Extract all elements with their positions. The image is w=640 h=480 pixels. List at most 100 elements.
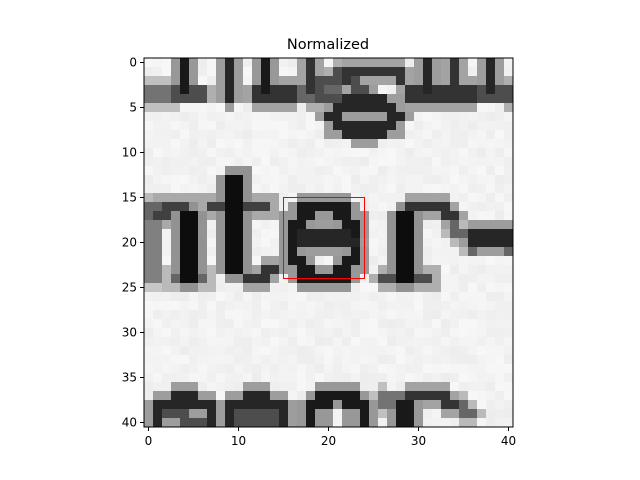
heatmap-cell [243,382,253,392]
heatmap-cell [495,193,505,203]
heatmap-cell [468,157,478,167]
heatmap-cell [315,148,325,158]
heatmap-cell [270,229,280,239]
heatmap-cell [207,184,217,194]
heatmap-cell [396,94,406,104]
heatmap-cell [396,265,406,275]
heatmap-cell [441,76,451,86]
heatmap-cell [450,139,460,149]
heatmap-cell [441,220,451,230]
heatmap-cell [261,184,271,194]
heatmap-cell [486,76,496,86]
heatmap-cell [324,238,334,248]
heatmap-cell [450,175,460,185]
heatmap-cell [351,256,361,266]
heatmap-cell [225,175,235,185]
heatmap-cell [252,184,262,194]
heatmap-cell [414,85,424,95]
heatmap-cell [279,139,289,149]
heatmap-cell [306,175,316,185]
heatmap-cell [468,85,478,95]
heatmap-cell [198,373,208,383]
heatmap-cell [324,391,334,401]
heatmap-cell [486,148,496,158]
heatmap-cell [315,328,325,338]
heatmap-cell [279,328,289,338]
heatmap-cell [360,121,370,131]
heatmap-cell [459,373,469,383]
heatmap-cell [459,391,469,401]
heatmap-cell [288,148,298,158]
heatmap-cell [162,391,172,401]
heatmap-cell [288,400,298,410]
heatmap-cell [144,328,154,338]
heatmap-cell [180,274,190,284]
heatmap-cell [477,238,487,248]
heatmap-cell [288,130,298,140]
heatmap-cell [243,238,253,248]
heatmap-cell [414,319,424,329]
heatmap-cell [234,202,244,212]
heatmap-cell [351,310,361,320]
heatmap-cell [423,256,433,266]
heatmap-cell [414,337,424,347]
heatmap-cell [144,274,154,284]
heatmap-cell [468,337,478,347]
heatmap-cell [342,400,352,410]
heatmap-cell [459,274,469,284]
heatmap-cell [441,130,451,140]
heatmap-cell [261,400,271,410]
heatmap-cell [162,328,172,338]
heatmap-cell [504,148,514,158]
heatmap-cell [306,283,316,293]
heatmap-cell [495,382,505,392]
heatmap-cell [171,211,181,221]
heatmap-cell [189,328,199,338]
heatmap-cell [342,58,352,68]
heatmap-cell [504,58,514,68]
heatmap-cell [387,247,397,257]
heatmap-cell [351,58,361,68]
heatmap-cell [297,58,307,68]
heatmap-cell [486,58,496,68]
heatmap-cell [351,139,361,149]
heatmap-cell [252,211,262,221]
heatmap-cell [378,193,388,203]
heatmap-cell [306,202,316,212]
heatmap-cell [153,328,163,338]
heatmap-cell [315,130,325,140]
heatmap-cell [387,211,397,221]
heatmap-cell [414,283,424,293]
heatmap-cell [432,148,442,158]
heatmap-cell [180,121,190,131]
heatmap-cell [495,103,505,113]
heatmap-cell [288,310,298,320]
heatmap-cell [261,247,271,257]
heatmap-cell [207,400,217,410]
heatmap-cell [342,202,352,212]
heatmap-cell [441,409,451,419]
heatmap-cell [423,148,433,158]
heatmap-cell [243,121,253,131]
heatmap-cell [360,382,370,392]
heatmap-cell [333,328,343,338]
heatmap-cell [324,67,334,77]
heatmap-cell [270,148,280,158]
heatmap-cell [432,103,442,113]
heatmap-cell [198,202,208,212]
heatmap-cell [405,157,415,167]
heatmap-cell [441,148,451,158]
heatmap-cell [414,247,424,257]
heatmap-cell [342,103,352,113]
heatmap-cell [189,391,199,401]
heatmap-cell [441,265,451,275]
heatmap-cell [189,229,199,239]
heatmap-cell [171,148,181,158]
heatmap-cell [198,247,208,257]
heatmap-cell [378,229,388,239]
heatmap-cell [225,319,235,329]
heatmap-cell [288,202,298,212]
heatmap-cell [243,184,253,194]
heatmap-cell [234,220,244,230]
heatmap-cell [153,193,163,203]
